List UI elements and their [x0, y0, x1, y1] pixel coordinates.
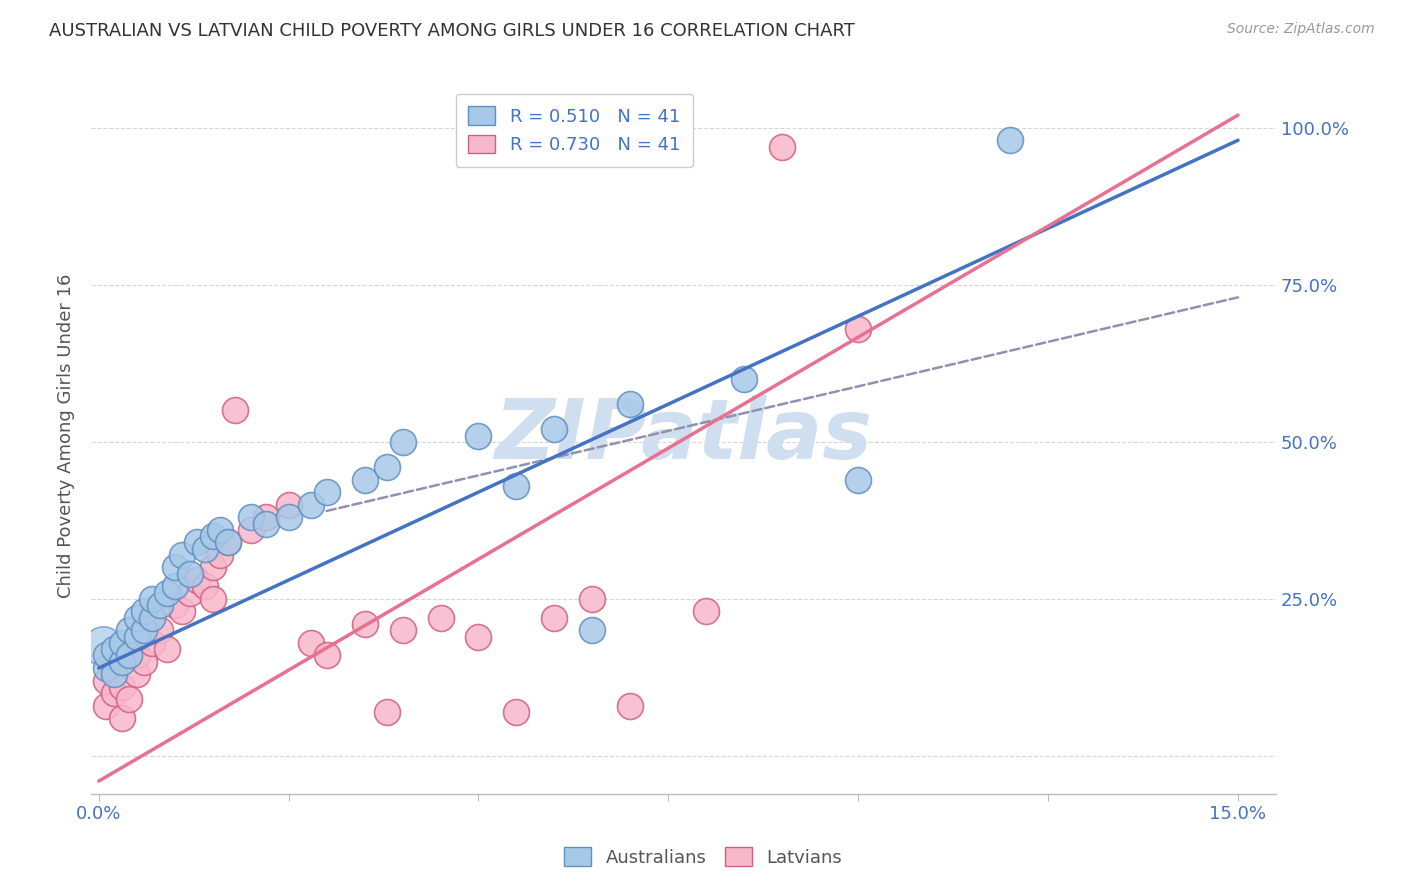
Point — [505, 479, 527, 493]
Point — [156, 585, 179, 599]
Point — [96, 648, 118, 663]
Point — [134, 605, 156, 619]
Point — [148, 624, 170, 638]
Point — [163, 560, 186, 574]
Point — [194, 579, 217, 593]
Point — [179, 585, 201, 599]
Point — [315, 648, 337, 663]
Point — [134, 655, 156, 669]
Text: ZIPatlas: ZIPatlas — [495, 395, 873, 476]
Point — [96, 673, 118, 688]
Point — [377, 460, 399, 475]
Point — [148, 598, 170, 612]
Point — [299, 498, 322, 512]
Point — [505, 705, 527, 719]
Point — [217, 535, 239, 549]
Point — [846, 473, 869, 487]
Point — [125, 667, 148, 681]
Point — [733, 372, 755, 386]
Point — [141, 611, 163, 625]
Point — [846, 322, 869, 336]
Point — [353, 473, 375, 487]
Point — [118, 692, 141, 706]
Y-axis label: Child Poverty Among Girls Under 16: Child Poverty Among Girls Under 16 — [58, 273, 75, 598]
Point — [141, 591, 163, 606]
Point — [141, 636, 163, 650]
Point — [254, 516, 277, 531]
Point — [186, 573, 208, 587]
Point — [110, 680, 132, 694]
Point — [209, 548, 232, 562]
Point — [201, 591, 224, 606]
Point — [141, 611, 163, 625]
Point — [467, 428, 489, 442]
Point — [103, 686, 125, 700]
Point — [125, 630, 148, 644]
Point — [103, 661, 125, 675]
Point — [581, 591, 603, 606]
Point — [770, 139, 793, 153]
Point — [110, 636, 132, 650]
Point — [134, 624, 156, 638]
Point — [315, 485, 337, 500]
Point — [239, 523, 262, 537]
Point — [125, 611, 148, 625]
Point — [172, 605, 194, 619]
Point — [619, 698, 641, 713]
Point — [429, 611, 451, 625]
Point — [163, 579, 186, 593]
Point — [377, 705, 399, 719]
Point — [110, 711, 132, 725]
Point — [353, 617, 375, 632]
Point — [467, 630, 489, 644]
Point — [217, 535, 239, 549]
Point — [118, 624, 141, 638]
Point — [201, 560, 224, 574]
Point — [103, 667, 125, 681]
Point — [156, 642, 179, 657]
Point — [239, 510, 262, 524]
Point — [619, 397, 641, 411]
Point — [209, 523, 232, 537]
Point — [172, 548, 194, 562]
Point — [391, 434, 413, 449]
Point — [110, 655, 132, 669]
Point — [299, 636, 322, 650]
Point — [391, 624, 413, 638]
Text: Source: ZipAtlas.com: Source: ZipAtlas.com — [1227, 22, 1375, 37]
Point — [91, 639, 114, 653]
Text: AUSTRALIAN VS LATVIAN CHILD POVERTY AMONG GIRLS UNDER 16 CORRELATION CHART: AUSTRALIAN VS LATVIAN CHILD POVERTY AMON… — [49, 22, 855, 40]
Point — [125, 648, 148, 663]
Point — [543, 422, 565, 436]
Point — [103, 642, 125, 657]
Point — [186, 535, 208, 549]
Point — [581, 624, 603, 638]
Legend: Australians, Latvians: Australians, Latvians — [557, 840, 849, 874]
Legend: R = 0.510   N = 41, R = 0.730   N = 41: R = 0.510 N = 41, R = 0.730 N = 41 — [456, 94, 693, 167]
Point — [96, 661, 118, 675]
Point — [118, 648, 141, 663]
Point — [201, 529, 224, 543]
Point — [543, 611, 565, 625]
Point — [96, 698, 118, 713]
Point — [179, 566, 201, 581]
Point — [224, 403, 246, 417]
Point — [998, 133, 1021, 147]
Point — [194, 541, 217, 556]
Point — [277, 510, 299, 524]
Point — [277, 498, 299, 512]
Point — [254, 510, 277, 524]
Point — [163, 598, 186, 612]
Point — [695, 605, 717, 619]
